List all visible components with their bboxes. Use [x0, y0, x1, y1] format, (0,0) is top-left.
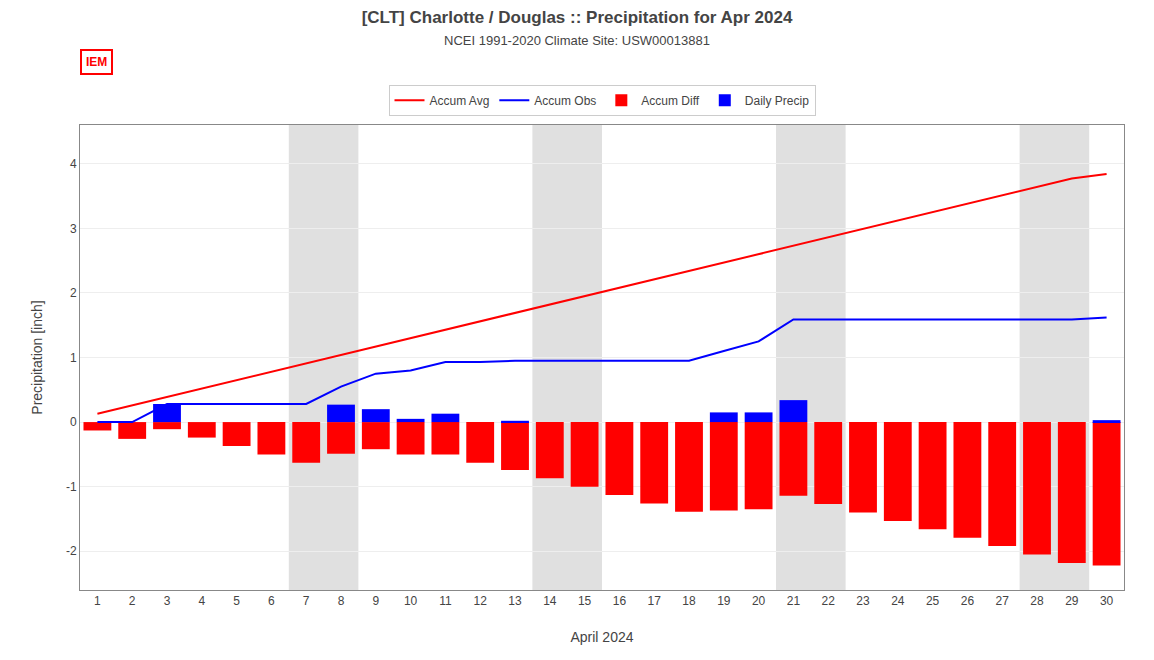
svg-text:3: 3 [164, 594, 171, 608]
svg-text:16: 16 [613, 594, 627, 608]
svg-text:30: 30 [1100, 594, 1114, 608]
svg-text:14: 14 [543, 594, 557, 608]
svg-text:Daily Precip: Daily Precip [745, 94, 809, 108]
svg-text:18: 18 [682, 594, 696, 608]
svg-text:21: 21 [787, 594, 801, 608]
svg-text:3: 3 [70, 222, 77, 236]
svg-text:Precipitation [inch]: Precipitation [inch] [29, 300, 45, 414]
svg-text:12: 12 [474, 594, 488, 608]
svg-text:25: 25 [926, 594, 940, 608]
svg-text:Accum Diff: Accum Diff [641, 94, 699, 108]
svg-text:11: 11 [439, 594, 452, 608]
svg-text:IEM: IEM [86, 55, 107, 69]
svg-text:29: 29 [1065, 594, 1079, 608]
svg-text:5: 5 [233, 594, 240, 608]
svg-text:10: 10 [404, 594, 418, 608]
svg-text:23: 23 [856, 594, 870, 608]
svg-text:2: 2 [129, 594, 136, 608]
svg-text:27: 27 [996, 594, 1010, 608]
svg-text:0: 0 [70, 415, 77, 429]
svg-text:-2: -2 [66, 544, 77, 558]
svg-text:26: 26 [961, 594, 975, 608]
svg-text:Accum Avg: Accum Avg [430, 94, 490, 108]
svg-text:Accum Obs: Accum Obs [534, 94, 596, 108]
svg-text:8: 8 [338, 594, 345, 608]
svg-text:[CLT] Charlotte / Douglas :: P: [CLT] Charlotte / Douglas :: Precipitati… [362, 8, 793, 48]
svg-text:1: 1 [94, 594, 101, 608]
svg-text:22: 22 [822, 594, 836, 608]
svg-text:4: 4 [198, 594, 205, 608]
svg-text:6: 6 [268, 594, 275, 608]
svg-text:9: 9 [372, 594, 379, 608]
svg-text:24: 24 [891, 594, 905, 608]
svg-text:17: 17 [648, 594, 662, 608]
svg-text:4: 4 [70, 157, 77, 171]
svg-text:7: 7 [303, 594, 310, 608]
svg-text:April 2024: April 2024 [570, 629, 633, 645]
svg-text:19: 19 [717, 594, 731, 608]
svg-text:15: 15 [578, 594, 592, 608]
svg-text:-1: -1 [66, 480, 77, 494]
svg-text:1: 1 [70, 351, 77, 365]
svg-text:20: 20 [752, 594, 766, 608]
svg-text:13: 13 [508, 594, 522, 608]
svg-text:2: 2 [70, 286, 77, 300]
svg-text:28: 28 [1030, 594, 1044, 608]
